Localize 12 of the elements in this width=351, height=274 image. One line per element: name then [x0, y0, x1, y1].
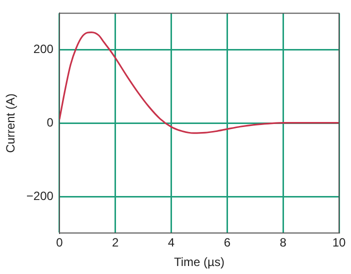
x-tick-label: 10	[332, 236, 346, 250]
y-axis-title: Current (A)	[4, 94, 18, 153]
line-series	[59, 31, 339, 134]
x-tick-label: 8	[280, 236, 287, 250]
y-tick-label: 200	[33, 42, 54, 56]
x-axis-title: Time (µs)	[174, 255, 224, 270]
x-tick-label: 4	[168, 236, 175, 250]
x-tick-label: 6	[224, 236, 231, 250]
x-tick-label: 2	[112, 236, 119, 250]
y-tick-label: 0	[46, 116, 54, 130]
y-tick-label: −200	[26, 188, 54, 203]
x-tick-label: 0	[56, 236, 64, 250]
